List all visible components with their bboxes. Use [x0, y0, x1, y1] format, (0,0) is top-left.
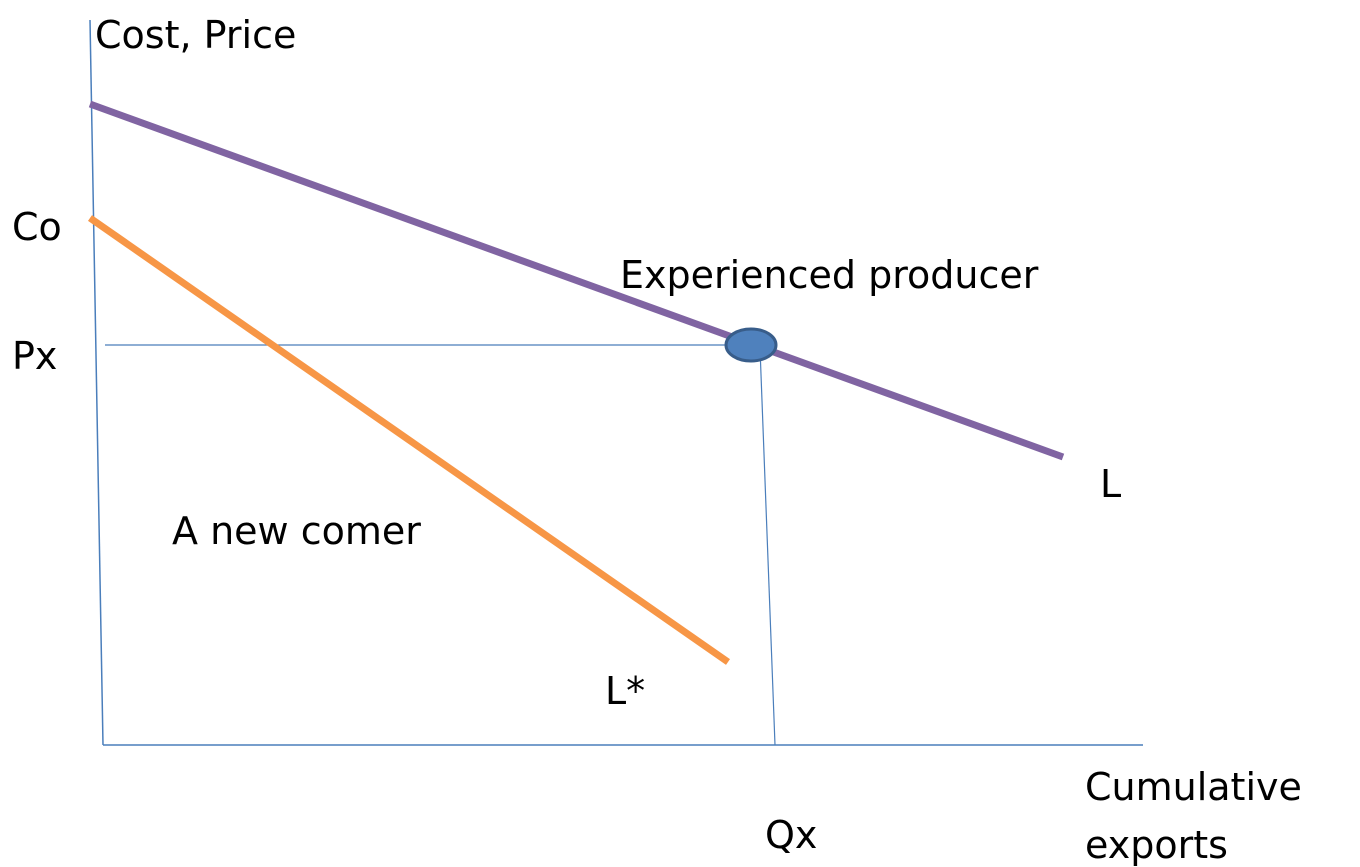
lstar-label: L* [605, 669, 645, 713]
equilibrium-point [724, 327, 778, 363]
experienced-curve [88, 100, 1065, 461]
y-axis [89, 19, 104, 746]
newcomer-label: A new comer [172, 509, 421, 553]
newcomer-curve [88, 215, 730, 665]
co-label: Co [12, 205, 62, 249]
qx-label: Qx [765, 813, 817, 857]
experienced-label: Experienced producer [620, 253, 1039, 297]
x-axis-label: Cumulative [1085, 765, 1302, 809]
y-axis-label: Cost, Price [95, 13, 296, 57]
quantity-guide [759, 347, 776, 746]
px-label: Px [12, 334, 57, 378]
l-label: L [1100, 462, 1121, 506]
x-axis-label: exports [1085, 823, 1228, 867]
